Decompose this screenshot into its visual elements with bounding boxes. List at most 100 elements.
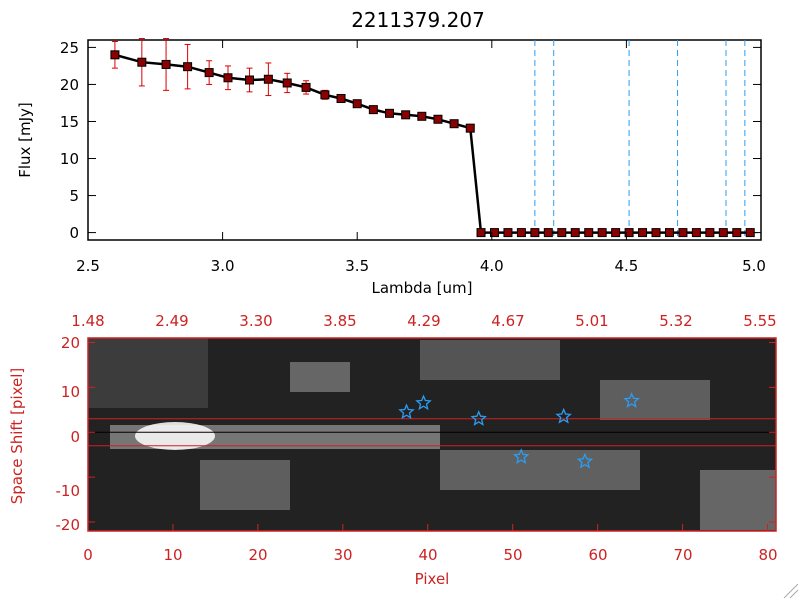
data-point — [433, 114, 443, 124]
y-tick-label: 5 — [69, 187, 79, 205]
x-axis-ticks: 0 10 20 30 40 50 60 70 80 — [83, 524, 778, 564]
star-marker — [576, 452, 594, 469]
top-tick-label: 3.30 — [239, 312, 272, 330]
x-axis-ticks: 2.5 3.0 3.5 4.0 4.5 5.0 — [76, 40, 766, 275]
resize-grip[interactable] — [789, 589, 799, 599]
data-point — [516, 228, 526, 238]
x-tick-label: 80 — [758, 546, 777, 564]
data-point — [352, 99, 362, 109]
data-point — [718, 228, 728, 238]
y-tick-label: -10 — [56, 482, 81, 500]
data-point — [584, 228, 594, 238]
data-point — [385, 108, 395, 118]
data-point — [301, 82, 311, 92]
star-marker — [555, 407, 572, 424]
data-point — [401, 110, 411, 120]
data-point — [503, 228, 513, 238]
spectrum-frame — [87, 39, 762, 241]
x-axis-label: Lambda [um] — [372, 279, 473, 297]
y-axis-label: Flux [mJy] — [16, 102, 34, 178]
top-tick-label: 5.01 — [575, 312, 608, 330]
data-point — [245, 75, 255, 85]
data-point — [624, 228, 634, 238]
data-point — [705, 228, 715, 238]
data-point — [557, 228, 567, 238]
data-point — [691, 228, 701, 238]
x-tick-label: 70 — [673, 546, 692, 564]
x-tick-label: 5.0 — [742, 257, 766, 275]
data-point — [489, 228, 499, 238]
data-point — [336, 94, 346, 104]
marker-group — [110, 50, 755, 238]
resize-grip[interactable] — [783, 583, 799, 599]
data-point — [110, 50, 120, 60]
data-point — [638, 228, 648, 238]
top-tick-label: 5.55 — [743, 312, 776, 330]
image-patch — [600, 380, 710, 420]
y-tick-label: 0 — [70, 428, 80, 446]
data-point — [223, 73, 233, 83]
data-point — [611, 228, 621, 238]
top-tick-label: 1.48 — [71, 312, 104, 330]
data-point — [137, 57, 147, 67]
x-tick-label: 30 — [333, 546, 352, 564]
star-marker-group — [398, 392, 640, 469]
star-marker — [415, 394, 432, 411]
data-point — [651, 228, 661, 238]
data-point — [161, 59, 171, 69]
image-patch — [700, 470, 776, 530]
top-tick-label: 3.85 — [323, 312, 356, 330]
image-bright-source — [135, 422, 215, 450]
flux-series-line — [114, 53, 751, 234]
x-tick-label: 0 — [83, 546, 93, 564]
chart-title: 2211379.207 — [351, 8, 485, 32]
x-tick-label: 40 — [418, 546, 437, 564]
spectrum-chart: 2211379.207 2.5 3.0 3.5 4.0 4.5 5.0 0 5 … — [16, 8, 766, 297]
data-point — [678, 228, 688, 238]
top-tick-label: 5.32 — [659, 312, 692, 330]
data-point — [530, 228, 540, 238]
data-point — [320, 90, 330, 100]
x-tick-label: 10 — [163, 546, 182, 564]
data-point — [368, 105, 378, 115]
y-tick-label: 10 — [61, 383, 80, 401]
x-tick-label: 3.0 — [211, 257, 235, 275]
data-point — [204, 68, 214, 78]
data-point — [543, 228, 553, 238]
y-tick-label: 25 — [60, 39, 79, 57]
x-tick-label: 20 — [248, 546, 267, 564]
x-tick-label: 50 — [503, 546, 522, 564]
star-marker — [512, 448, 530, 464]
data-point — [732, 228, 742, 238]
y-axis-ticks: 0 5 10 15 20 25 — [60, 39, 761, 242]
top-tick-label: 4.67 — [491, 312, 524, 330]
star-marker — [623, 392, 640, 408]
x-tick-label: 60 — [588, 546, 607, 564]
y-tick-label: 20 — [61, 334, 80, 352]
image-patch — [88, 338, 208, 408]
image-patch — [290, 362, 350, 392]
data-point — [476, 228, 486, 238]
x-tick-label: 2.5 — [76, 257, 100, 275]
y-axis-ticks: -20 -10 0 10 20 — [56, 334, 776, 534]
x-axis-label: Pixel — [415, 570, 450, 588]
star-marker — [398, 403, 415, 420]
y-tick-label: 0 — [69, 224, 79, 242]
data-point — [570, 228, 580, 238]
data-point — [465, 123, 475, 133]
y-tick-label: 20 — [60, 76, 79, 94]
y-tick-label: -20 — [56, 516, 81, 534]
x-tick-label: 4.0 — [480, 257, 504, 275]
image-patch — [200, 460, 290, 510]
top-tick-label: 2.49 — [155, 312, 188, 330]
data-point — [263, 74, 273, 84]
spectral-image-chart: 1.48 2.49 3.30 3.85 4.29 4.67 5.01 5.32 … — [8, 312, 778, 588]
image-patch — [420, 340, 560, 380]
spectral-image — [88, 338, 776, 531]
data-point — [282, 78, 292, 88]
y-tick-label: 15 — [60, 113, 79, 131]
data-point — [597, 228, 607, 238]
y-tick-label: 10 — [60, 150, 79, 168]
data-point — [664, 228, 674, 238]
data-point — [183, 62, 193, 72]
